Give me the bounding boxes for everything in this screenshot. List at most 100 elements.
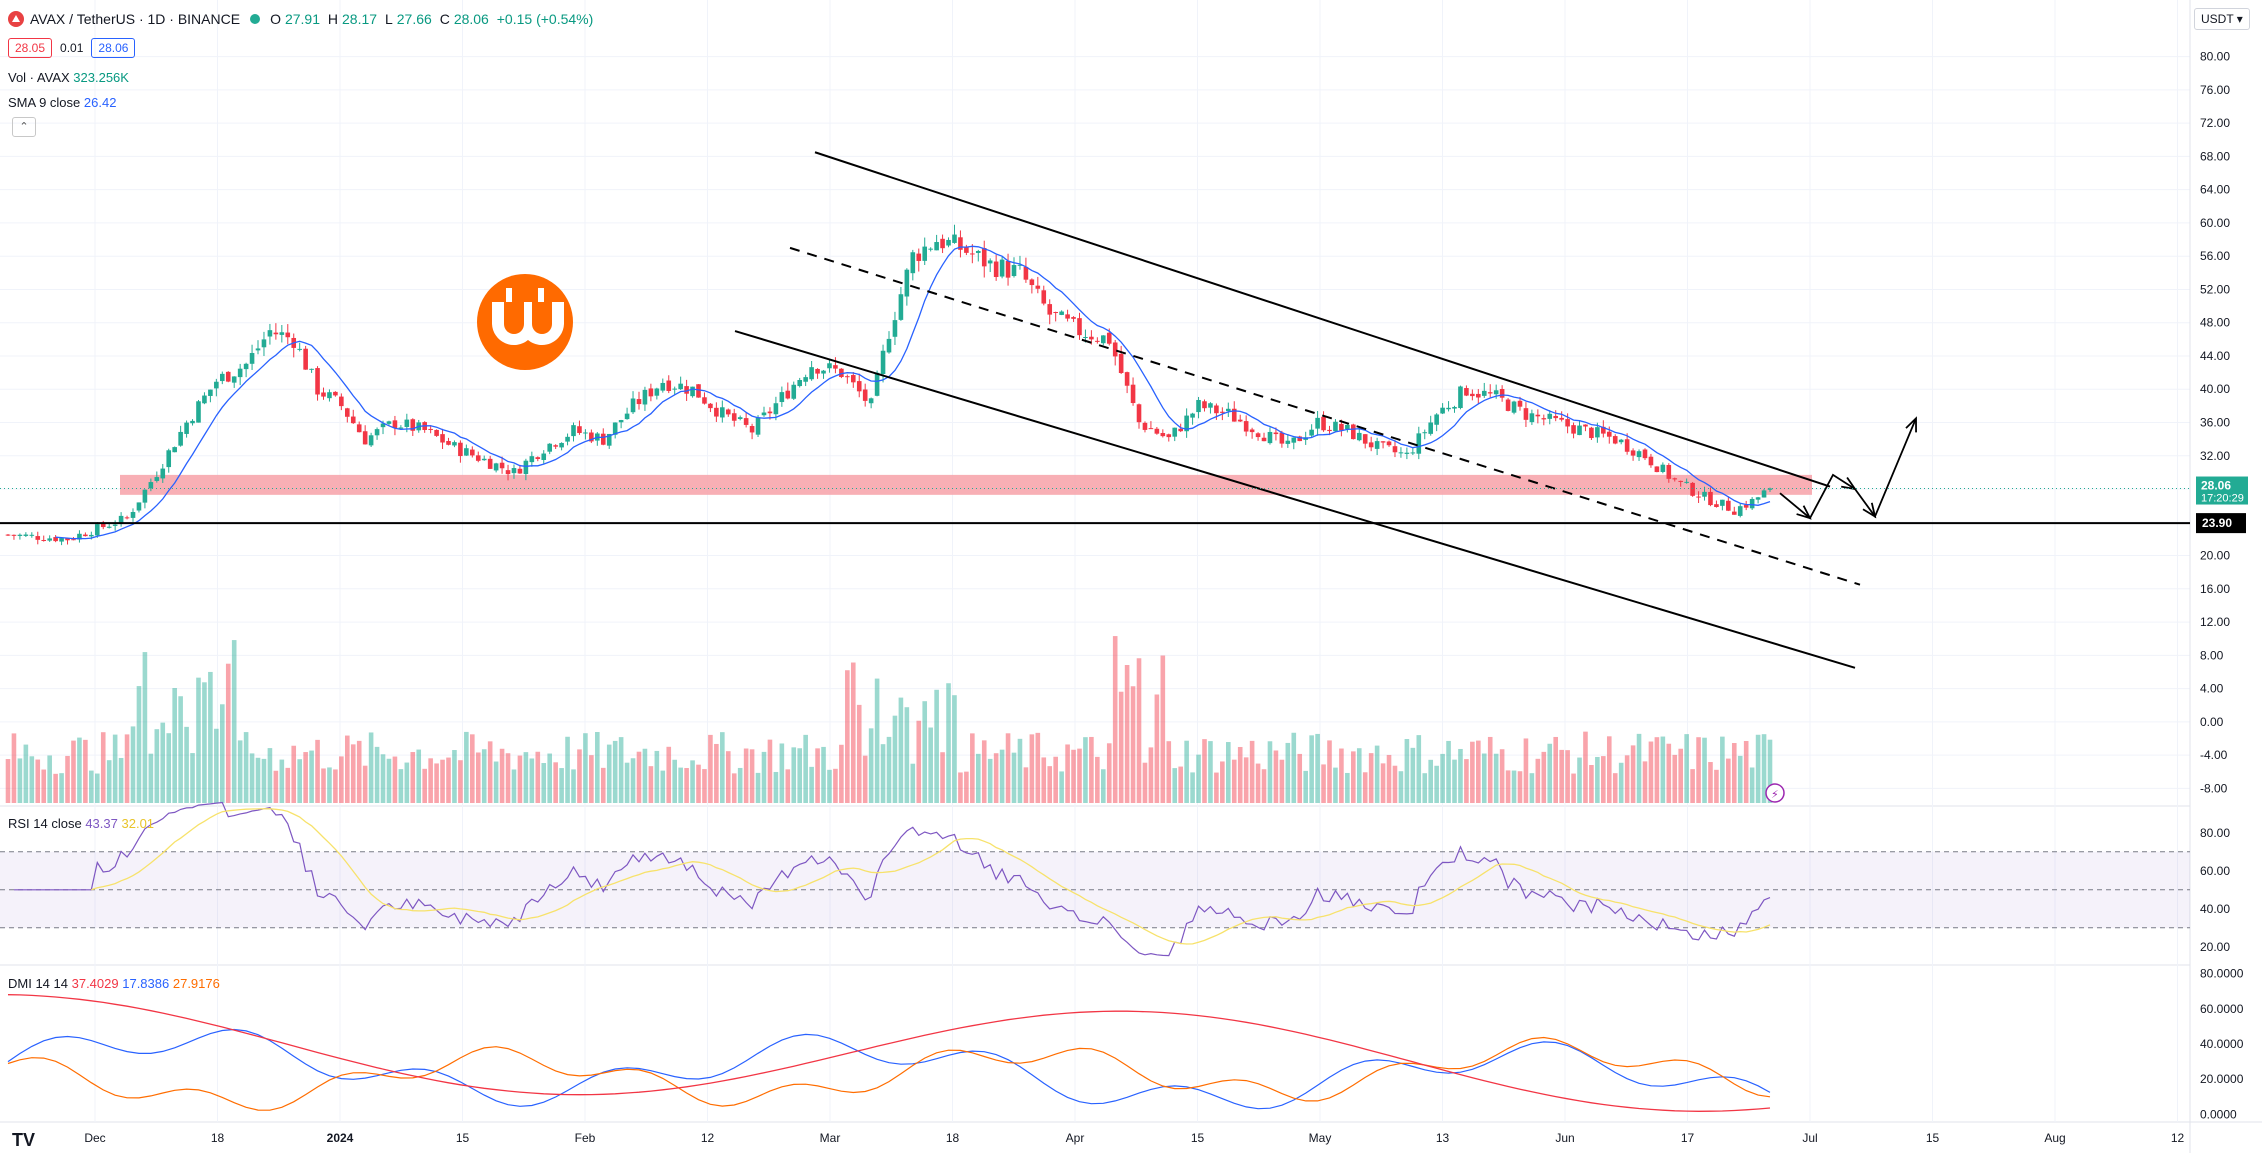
candle — [261, 339, 267, 348]
volume-bar — [1487, 736, 1493, 803]
volume-bar — [475, 752, 481, 803]
volume-bar — [1315, 733, 1320, 803]
volume-bar — [267, 748, 273, 803]
collapse-legend-chevron-icon[interactable]: ⌃ — [12, 117, 36, 137]
volume-bar — [261, 758, 267, 803]
dmi-tick-label: 80.0000 — [2200, 967, 2244, 981]
currency-unit-button[interactable]: USDT ▾ — [2194, 8, 2250, 30]
candle — [725, 409, 731, 415]
candle — [940, 238, 945, 249]
candle — [1315, 417, 1320, 429]
candle — [1547, 413, 1553, 419]
volume-bar — [410, 752, 416, 803]
adx-line — [7, 994, 1771, 1112]
volume-bar — [1743, 740, 1749, 803]
candle — [958, 237, 963, 250]
candle — [356, 424, 362, 433]
volume-bar — [809, 766, 814, 803]
candle — [886, 338, 892, 353]
candle — [1511, 401, 1517, 413]
volume-bar — [380, 754, 386, 803]
volume-bar — [356, 740, 362, 803]
dmi-tick-label: 0.0000 — [2200, 1107, 2237, 1121]
candle — [487, 458, 493, 469]
volume-bar — [374, 746, 380, 803]
volume-bar — [1755, 734, 1761, 803]
time-tick-label: 12 — [2171, 1131, 2185, 1145]
volume-bar — [29, 756, 35, 803]
volume-bar — [839, 744, 844, 803]
buy-price-button[interactable]: 28.06 — [91, 38, 136, 58]
candle — [517, 468, 523, 474]
volume-bar — [493, 761, 499, 803]
volume-bar — [868, 728, 874, 803]
candle — [237, 368, 243, 378]
candle — [714, 407, 719, 417]
candle — [1041, 290, 1047, 304]
volume-bar — [362, 765, 368, 803]
time-tick-label: 17 — [1681, 1131, 1695, 1145]
volume-bar — [202, 682, 207, 803]
ohlc-values: O 27.91 H 28.17 L 27.66 C 28.06 +0.15 (+0.54… — [270, 11, 594, 27]
volume-bar — [1017, 738, 1023, 803]
candle — [249, 353, 255, 364]
volume-bar — [678, 767, 683, 803]
volume-legend[interactable]: Vol · AVAX 323.256K — [8, 70, 129, 85]
candle — [1416, 433, 1422, 454]
volume-bar — [1731, 743, 1737, 803]
volume-bar — [827, 769, 832, 803]
sell-price-button[interactable]: 28.05 — [8, 38, 53, 58]
symbol-title[interactable]: AVAX / TetherUS · 1D · BINANCE — [30, 11, 241, 27]
candle — [761, 412, 767, 416]
volume-bar — [386, 758, 392, 803]
volume-bar — [190, 753, 195, 803]
price-tick-label: 16.00 — [2200, 582, 2230, 596]
volume-bar — [1458, 748, 1463, 803]
time-tick-label: Feb — [575, 1131, 596, 1145]
sma-legend[interactable]: SMA 9 close 26.42 — [8, 95, 117, 110]
volume-bar — [1386, 754, 1392, 803]
volume-bar — [1684, 734, 1689, 803]
volume-bar — [178, 696, 183, 803]
volume-bar — [368, 732, 374, 803]
volume-bar — [464, 731, 469, 803]
candle — [1231, 408, 1237, 422]
candle — [684, 386, 689, 394]
volume-bar — [511, 769, 517, 803]
volume-bar — [517, 755, 523, 803]
tradingview-logo-icon[interactable]: TV — [12, 1130, 36, 1150]
volume-bar — [1095, 756, 1100, 803]
dmi-legend[interactable]: DMI 14 14 37.4029 17.8386 27.9176 — [8, 976, 220, 991]
price-tick-label: 32.00 — [2200, 449, 2230, 463]
candle — [321, 392, 326, 397]
candle — [773, 403, 779, 415]
volume-bar — [1011, 752, 1017, 803]
volume-bar — [71, 740, 76, 803]
candle — [53, 537, 58, 542]
rsi-legend[interactable]: RSI 14 close 43.37 32.01 — [8, 816, 155, 831]
volume-bar — [1273, 750, 1279, 803]
volume-bar — [404, 762, 410, 803]
volume-bar — [1243, 757, 1249, 803]
volume-bar — [225, 663, 231, 803]
candle — [35, 536, 41, 540]
candle — [1636, 451, 1642, 458]
candle — [1017, 264, 1023, 266]
candle — [1005, 260, 1011, 278]
volume-bar — [892, 715, 898, 803]
candle — [1071, 317, 1076, 319]
volume-bar — [624, 762, 630, 803]
time-tick-label: 18 — [211, 1131, 225, 1145]
candle — [1767, 488, 1773, 490]
volume-bar — [428, 758, 433, 803]
volume-bar — [89, 770, 94, 803]
candle — [166, 450, 172, 468]
volume-bar — [803, 734, 808, 803]
time-tick-label: Mar — [820, 1131, 841, 1145]
volume-bar — [1267, 741, 1273, 803]
time-tick-label: 18 — [946, 1131, 960, 1145]
volume-bar — [970, 733, 975, 803]
candle — [600, 433, 606, 445]
time-tick-label: 15 — [1191, 1131, 1205, 1145]
